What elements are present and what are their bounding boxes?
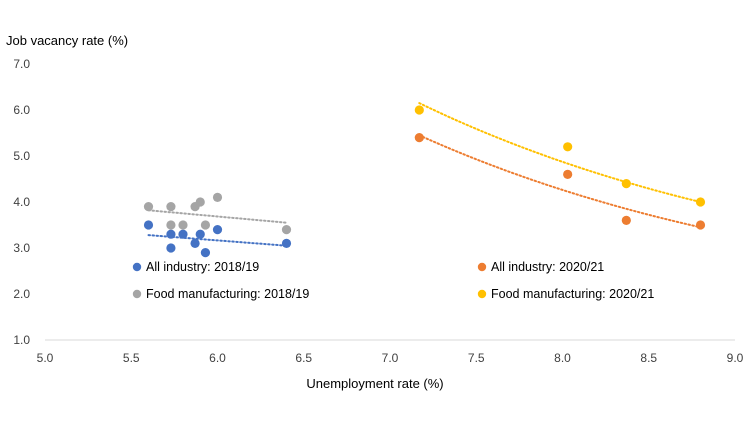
x-tick-label: 6.0 (209, 351, 226, 365)
x-axis-title: Unemployment rate (%) (306, 376, 443, 391)
trendline (418, 134, 702, 229)
trendline (418, 102, 702, 203)
data-point (695, 197, 706, 207)
legend-marker (477, 289, 487, 299)
data-point (621, 215, 631, 225)
data-point (281, 225, 292, 235)
legend-label: Food manufacturing: 2020/21 (491, 287, 654, 301)
legend: All industry: 2018/19 All industry: 2020/… (132, 260, 654, 301)
y-tick-label: 7.0 (13, 57, 30, 71)
y-tick-label: 4.0 (13, 195, 30, 209)
data-point (166, 243, 176, 253)
data-point (190, 238, 200, 248)
y-tick-label: 3.0 (13, 241, 30, 255)
legend-label: Food manufacturing: 2018/19 (146, 287, 309, 301)
x-tick-label: 7.0 (382, 351, 399, 365)
y-axis-title: Job vacancy rate (%) (6, 33, 128, 48)
legend-marker (477, 262, 487, 272)
data-point (414, 105, 424, 115)
data-point (695, 220, 706, 230)
axis-ticks: 5.0 5.5 6.0 6.5 7.0 7.5 8.0 8.5 9.0 1.0 2.0 3.0 4.0 5… (13, 57, 743, 365)
y-tick-label: 2.0 (13, 287, 30, 301)
trendlines (147, 102, 702, 247)
data-point (212, 225, 223, 235)
data-point (414, 133, 424, 143)
data-point (166, 220, 176, 230)
data-points (143, 105, 706, 258)
x-tick-label: 8.5 (640, 351, 657, 365)
trendline (147, 209, 288, 224)
data-point (200, 248, 211, 258)
data-point (143, 202, 154, 212)
x-tick-label: 9.0 (727, 351, 744, 365)
x-tick-label: 7.5 (468, 351, 485, 365)
data-point (178, 220, 188, 230)
legend-label: All industry: 2018/19 (146, 260, 259, 274)
x-tick-label: 5.5 (123, 351, 140, 365)
data-point (195, 229, 205, 239)
data-point (563, 169, 573, 179)
data-point (143, 220, 154, 230)
x-tick-label: 6.5 (295, 351, 312, 365)
legend-marker (132, 289, 142, 299)
legend-marker (132, 262, 142, 272)
data-point (212, 192, 223, 202)
y-tick-label: 1.0 (13, 333, 30, 347)
x-tick-label: 8.0 (554, 351, 571, 365)
y-tick-label: 5.0 (13, 149, 30, 163)
data-point (195, 197, 205, 207)
data-point (178, 229, 188, 239)
data-point (281, 238, 292, 248)
x-tick-label: 5.0 (37, 351, 54, 365)
data-point (563, 142, 573, 152)
data-point (166, 202, 176, 212)
data-point (166, 229, 176, 239)
data-point (621, 179, 631, 189)
legend-label: All industry: 2020/21 (491, 260, 604, 274)
data-point (200, 220, 211, 230)
y-tick-label: 6.0 (13, 103, 30, 117)
